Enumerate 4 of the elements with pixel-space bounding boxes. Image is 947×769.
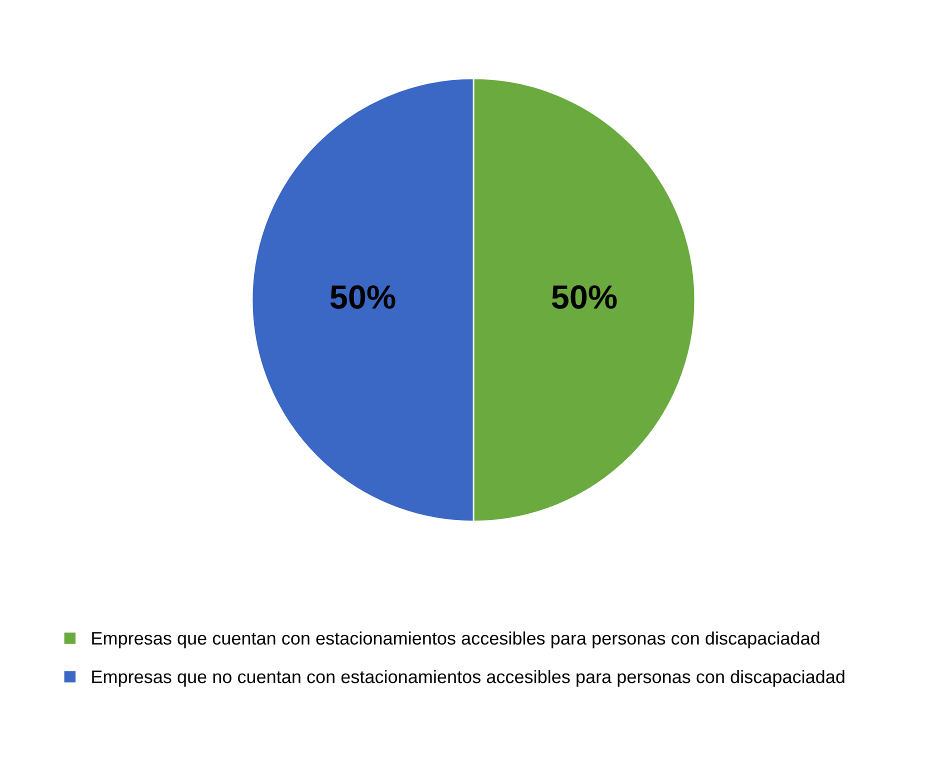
data-label: 50% [330, 285, 396, 309]
legend-label: Empresas que no cuentan con estacionamientos accesibles para personas con discapaciadad [92, 670, 844, 687]
data-label: 50% [552, 285, 617, 309]
legend-label: Empresas que cuentan con estacionamientos accesibles para personas con discapaciadad [92, 631, 820, 648]
